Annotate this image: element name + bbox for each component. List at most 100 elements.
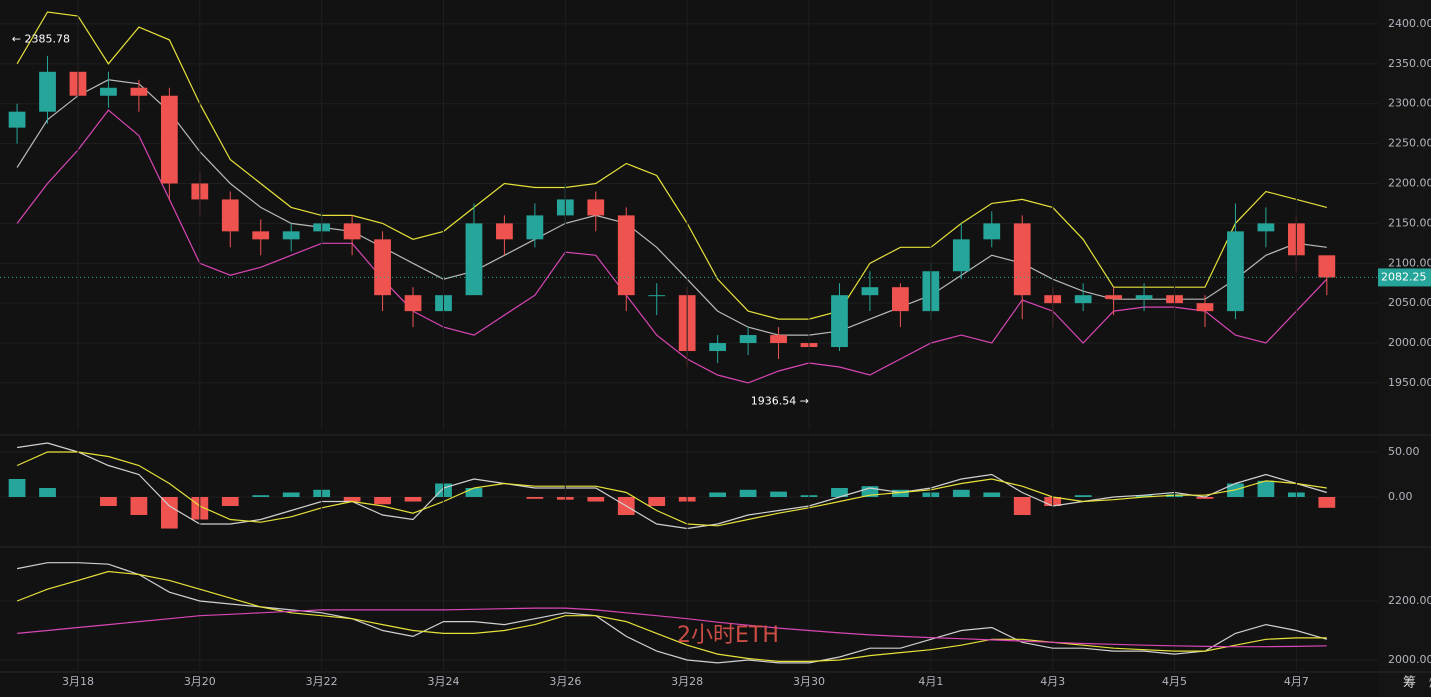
candle-body (1105, 295, 1122, 300)
macd-bar (465, 487, 483, 498)
macd-bar (39, 487, 56, 498)
last-price-label: 2082.25 (1381, 270, 1427, 283)
indicator-line (16, 109, 1328, 384)
last-price-tag (1378, 268, 1431, 287)
macd-bar (892, 489, 909, 498)
y-tick-label: 1950.00 (1388, 376, 1431, 389)
y-tick-label: 2200.00 (1388, 176, 1431, 189)
macd-bar (374, 497, 391, 505)
macd-bar (770, 491, 787, 498)
candle-body (1318, 255, 1336, 278)
candle-body (160, 95, 178, 184)
macd-bar (8, 478, 26, 498)
candle-body (1135, 295, 1153, 300)
candle-body (892, 287, 909, 312)
candle-body (465, 223, 483, 296)
x-tick-label: 4月1 (918, 675, 943, 688)
x-tick-label: 3月28 (671, 675, 703, 688)
y-tick-label: 2350.00 (1388, 57, 1431, 70)
macd-bar (100, 497, 117, 507)
x-tick-label: 3月24 (427, 675, 459, 688)
candle-body (252, 231, 270, 240)
macd-bar (1196, 497, 1214, 499)
price-axis (1378, 0, 1431, 697)
candle-body (617, 215, 635, 296)
macd-bar (831, 487, 848, 498)
min-annotation: 1936.54 → (751, 395, 809, 408)
macd-bar (404, 497, 422, 502)
candle-body (526, 215, 544, 240)
macd-bar (221, 497, 239, 507)
candle-body (952, 239, 970, 272)
corner-label: 筹 (1403, 675, 1416, 691)
macd-bar (587, 497, 605, 502)
y-tick-label: 50.00 (1388, 445, 1420, 458)
candle-body (648, 295, 666, 297)
macd-bar (343, 497, 361, 502)
candle-body (1257, 223, 1275, 232)
candle-body (496, 223, 513, 240)
candle-body (1227, 231, 1244, 312)
macd-bar (252, 495, 270, 498)
y-tick-label: 2000.00 (1388, 336, 1431, 349)
candle-body (983, 223, 1001, 240)
candle-body (1196, 303, 1214, 312)
x-tick-label: 3月20 (184, 675, 216, 688)
candle-body (374, 239, 391, 296)
candle-body (861, 287, 879, 296)
macd-bar (739, 489, 757, 498)
x-tick-label: 3月22 (306, 675, 338, 688)
y-tick-label: 2300.00 (1388, 97, 1431, 110)
indicator-line (16, 570, 1327, 662)
indicator-line (17, 607, 1327, 648)
candle-body (8, 111, 26, 128)
macd-bar (1135, 495, 1153, 498)
macd-bar (648, 497, 666, 507)
candle-body (39, 71, 56, 112)
macd-bar (1318, 497, 1336, 508)
candle-body (831, 295, 848, 348)
macd-bar (526, 497, 544, 499)
macd-bar (1257, 480, 1275, 498)
candle-body (404, 295, 422, 312)
macd-bar (861, 486, 879, 498)
y-tick-label: 0.00 (1388, 490, 1413, 503)
y-tick-label: 2050.00 (1388, 296, 1431, 309)
candle-body (587, 199, 605, 216)
indicator-line (16, 562, 1327, 664)
y-tick-label: 2400.00 (1388, 17, 1431, 30)
max-annotation: ← 2385.78 (12, 32, 70, 45)
candle-body (100, 87, 117, 96)
candle-body (130, 87, 148, 96)
x-tick-label: 3月18 (62, 675, 94, 688)
candle-body (221, 199, 239, 232)
x-tick-label: 4月7 (1284, 675, 1309, 688)
candle-body (709, 343, 727, 352)
candle-body (739, 335, 757, 344)
macd-bar (952, 489, 970, 498)
indicator-line (17, 442, 1327, 530)
y-tick-label: 2100.00 (1388, 256, 1431, 269)
candle-body (282, 231, 300, 240)
x-tick-label: 3月26 (549, 675, 581, 688)
x-tick-label: 4月5 (1162, 675, 1187, 688)
macd-bar (160, 497, 178, 529)
indicator-line (16, 11, 1327, 320)
watermark: 2小时ETH (677, 623, 779, 648)
candle-body (1013, 223, 1031, 296)
y-tick-label: 2000.00 (1388, 653, 1431, 666)
y-tick-label: 2200.00 (1388, 594, 1431, 607)
candle-body (343, 223, 361, 240)
corner-label: 爆 (1429, 676, 1431, 691)
candle-body (1074, 295, 1092, 304)
macd-bar (130, 497, 148, 516)
macd-bar (282, 492, 300, 498)
macd-bar (983, 492, 1001, 498)
indicator-line (16, 451, 1327, 527)
x-tick-label: 3月30 (793, 675, 825, 688)
x-tick-label: 4月3 (1040, 675, 1065, 688)
candle-body (770, 335, 787, 344)
macd-bar (709, 492, 727, 498)
